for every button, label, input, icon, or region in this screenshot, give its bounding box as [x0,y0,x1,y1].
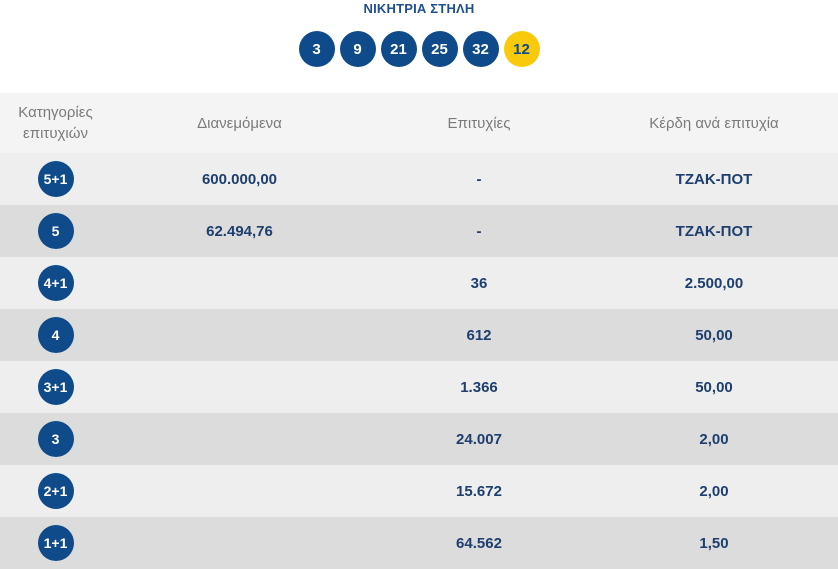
category-badge: 3+1 [37,369,74,405]
category-badge: 5+1 [37,161,74,197]
column-header-distributed: Διανεμόμενα [197,114,282,132]
category-badge: 5 [37,213,74,249]
prize-cell: ΤΖΑΚ-ΠΟΤ [675,170,753,188]
winning-number-ball: 25 [421,31,458,67]
table-row: 5+1 600.000,00 - ΤΖΑΚ-ΠΟΤ [0,153,838,205]
winning-number-ball: 3 [298,31,335,67]
category-badge: 4 [37,317,74,353]
table-row: 5 62.494,76 - ΤΖΑΚ-ΠΟΤ [0,205,838,257]
prize-table-body: 5+1 600.000,00 - ΤΖΑΚ-ΠΟΤ 5 62.494,76 - … [0,153,838,569]
prize-cell: 50,00 [695,378,733,396]
prize-cell: ΤΖΑΚ-ΠΟΤ [675,222,753,240]
table-row: 3 24.007 2,00 [0,413,838,465]
winners-cell: - [476,222,482,240]
table-header: Κατηγορίες επιτυχιών Διανεμόμενα Επιτυχί… [0,93,838,153]
prize-cell: 50,00 [695,326,733,344]
prize-cell: 2,00 [699,482,729,500]
winning-column-title: ΝΙΚΗΤΡΙΑ ΣΤΗΛΗ [363,1,475,16]
table-row: 2+1 15.672 2,00 [0,465,838,517]
prize-cell: 1,50 [699,534,729,552]
winning-number-ball: 32 [462,31,499,67]
column-header-category: Κατηγορίες επιτυχιών [18,104,93,142]
winners-cell: 1.366 [460,378,498,396]
category-badge: 1+1 [37,525,74,561]
winning-column-panel: ΝΙΚΗΤΡΙΑ ΣΤΗΛΗ 3 9 21 25 32 12 [0,0,838,93]
distributed-cell: 62.494,76 [206,222,273,240]
table-row: 1+1 64.562 1,50 [0,517,838,569]
winners-cell: 612 [466,326,492,344]
prize-cell: 2,00 [699,430,729,448]
column-header-winners: Επιτυχίες [447,114,511,132]
winners-cell: 36 [470,274,488,292]
winners-cell: - [476,170,482,188]
category-badge: 4+1 [37,265,74,301]
table-row: 4+1 36 2.500,00 [0,257,838,309]
winners-cell: 15.672 [456,482,502,500]
category-badge: 3 [37,421,74,457]
bonus-number-ball: 12 [503,31,540,67]
table-row: 4 612 50,00 [0,309,838,361]
winning-number-ball: 21 [380,31,417,67]
winners-cell: 64.562 [456,534,502,552]
category-badge: 2+1 [37,473,74,509]
winning-number-ball: 9 [339,31,376,67]
distributed-cell: 600.000,00 [201,170,278,188]
winning-numbers: 3 9 21 25 32 12 [0,31,838,67]
prize-cell: 2.500,00 [684,274,744,292]
winners-cell: 24.007 [456,430,502,448]
column-header-prize: Κέρδη ανά επιτυχία [649,114,779,132]
table-row: 3+1 1.366 50,00 [0,361,838,413]
